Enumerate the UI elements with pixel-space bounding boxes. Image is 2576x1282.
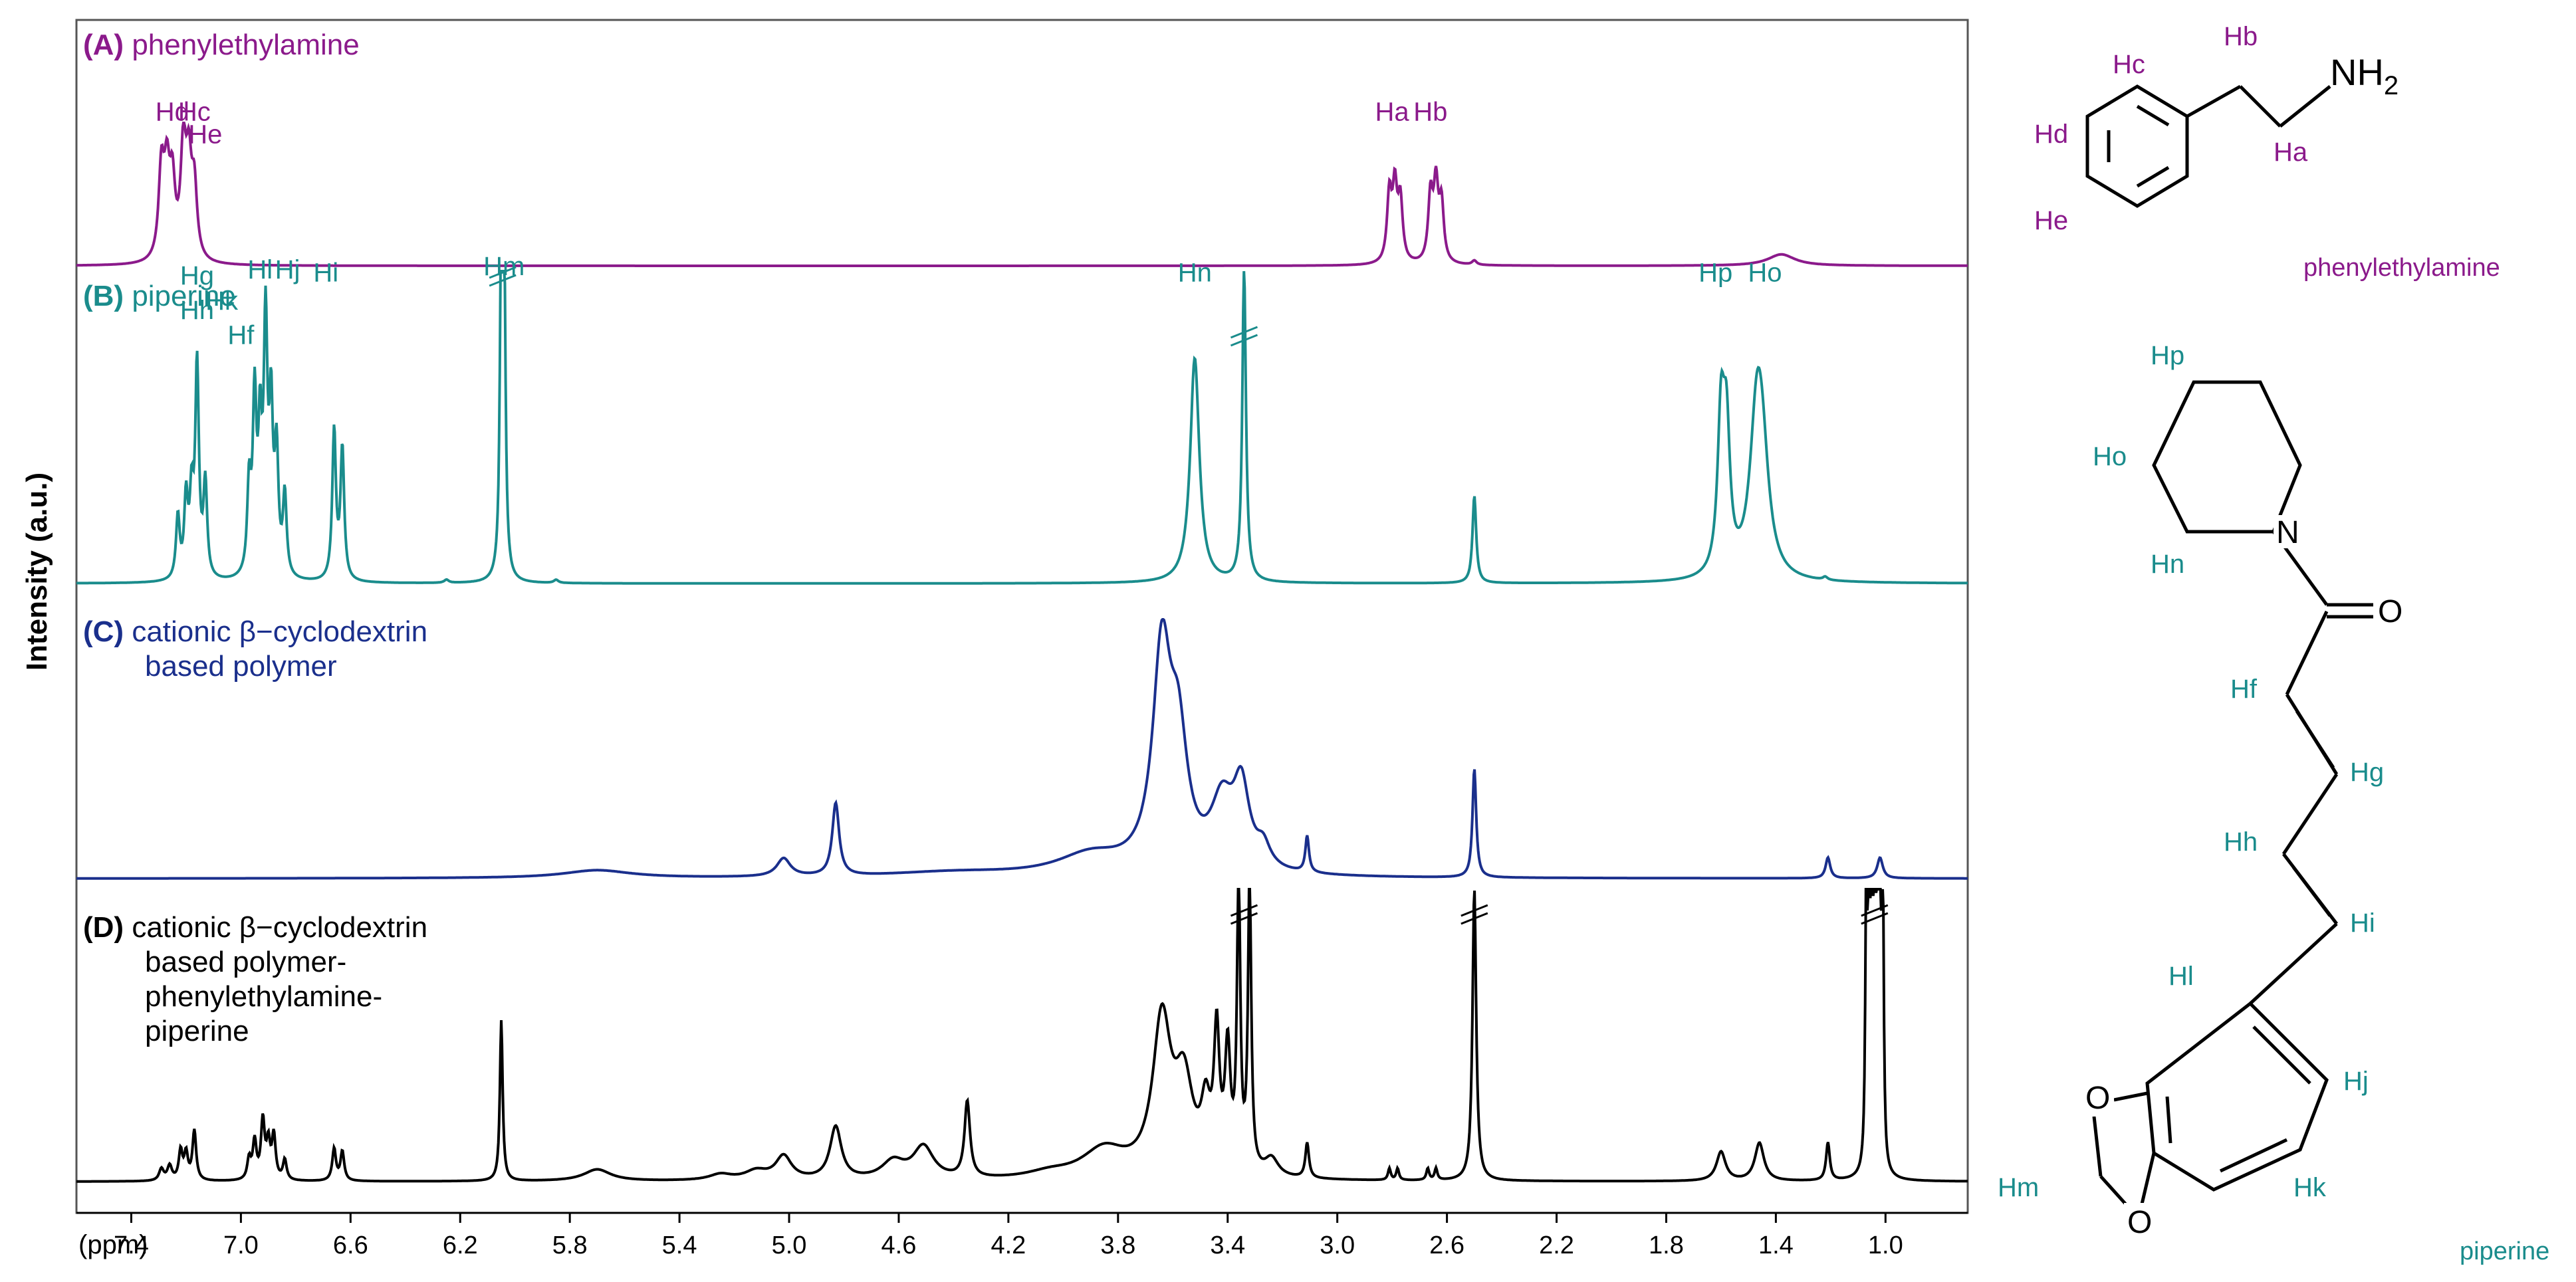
x-tick-label: 1.0: [1868, 1231, 1903, 1259]
atom-o-1: O: [2085, 1081, 2110, 1116]
x-tick-label: 6.6: [333, 1231, 368, 1259]
struct-label-hj: Hj: [2343, 1067, 2369, 1096]
peak-label: Hc: [178, 97, 211, 126]
struct-label-hb: Hb: [2224, 22, 2258, 51]
struct-label-hn: Hn: [2151, 550, 2184, 579]
axis-break-mark: [1230, 326, 1258, 339]
piperidine-ring: [2152, 380, 2302, 534]
x-ticks: 7.4 7.0 6.6 6.2 5.8 5.4 5.0 4.6 4.2 3.8 3.4 3.0 2.6 2…: [114, 1213, 1903, 1259]
phenylethylamine-structure: [2085, 84, 2331, 208]
peak-label: Ha: [1375, 97, 1410, 126]
peak-label: He: [188, 120, 222, 150]
struct-label-hd: Hd: [2034, 120, 2068, 149]
struct-label-hh: Hh: [2224, 827, 2258, 857]
series-name-c: (C) cationic β−cyclodextrin: [83, 615, 427, 648]
peak-label: Hn: [1178, 259, 1212, 288]
spectrum-a: [76, 122, 1968, 267]
benzodioxole-ring: [2145, 1001, 2329, 1192]
series-name-d: (D) cationic β−cyclodextrin: [83, 911, 427, 944]
x-tick-label: 2.2: [1539, 1231, 1574, 1259]
peak-label: Hd: [156, 97, 189, 126]
x-tick-label: 2.6: [1429, 1231, 1464, 1259]
x-tick-label: 1.8: [1649, 1231, 1684, 1259]
x-tick-label: 7.4: [114, 1231, 149, 1259]
peak-label: Hj: [275, 255, 300, 284]
x-tick-label: 5.0: [772, 1231, 807, 1259]
series-name-b: (B) piperine: [83, 280, 236, 312]
struct-label-hk: Hk: [2293, 1173, 2327, 1202]
amine-group: NH2: [2330, 51, 2399, 100]
piperine-structure: [2145, 380, 2373, 1192]
atom-n: N: [2276, 515, 2299, 550]
x-tick-label: 5.8: [552, 1231, 588, 1259]
axis-break-mark: [489, 274, 517, 287]
structure-name-phenylethylamine: phenylethylamine: [2303, 254, 2500, 282]
struct-label-hm: Hm: [1998, 1173, 2039, 1202]
series-name-d-line2: based polymer-: [145, 946, 346, 978]
struct-label-hi: Hi: [2350, 908, 2375, 938]
peak-label: Hh: [180, 296, 214, 325]
struct-label-hc: Hc: [2113, 50, 2145, 79]
peak-label: Hl: [247, 255, 273, 284]
benzene-ring: [2085, 84, 2189, 208]
x-axis-label: (ppm): [78, 1230, 148, 1259]
spectrum-b: [76, 270, 1968, 585]
x-tick-label: 1.4: [1758, 1231, 1794, 1259]
axis-break-mark: [489, 266, 517, 279]
peak-label: Hg: [180, 261, 214, 290]
axis-break-mark: [1230, 334, 1258, 347]
series-name-a: (A) phenylethylamine: [83, 29, 360, 61]
series-name-d-line4: piperine: [145, 1015, 249, 1047]
struct-label-hl: Hl: [2168, 962, 2194, 991]
spectrum-d: [76, 888, 1968, 1183]
peak-label: Ho: [1748, 259, 1782, 288]
peak-label: Hp: [1698, 259, 1732, 288]
piperine-labels: Hp Ho Hn Hf Hg Hh Hi Hl Hj Hk Hm piperin…: [1998, 341, 2549, 1265]
axis-break-mark: [1461, 912, 1488, 925]
spectrum-c: [76, 618, 1968, 880]
series-name-c-line2: based polymer: [145, 650, 337, 683]
peak-label: Hi: [313, 259, 338, 288]
axis-break-mark: [1230, 912, 1258, 925]
atom-o-carbonyl: O: [2378, 594, 2402, 629]
axis-break-mark: [1461, 904, 1488, 917]
struct-label-ho: Ho: [2093, 442, 2127, 471]
peak-label: Hk: [205, 286, 239, 316]
axis-break-mark: [1861, 904, 1889, 917]
x-tick-label: 7.0: [223, 1231, 259, 1259]
x-tick-label: 4.6: [881, 1231, 917, 1259]
x-tick-label: 3.0: [1320, 1231, 1355, 1259]
series-names: (A) phenylethylamine (B) piperine (C) cati…: [83, 29, 427, 1047]
x-tick-label: 3.4: [1210, 1231, 1245, 1259]
x-tick-label: 4.2: [991, 1231, 1026, 1259]
axis-break-mark: [1230, 904, 1258, 917]
x-tick-label: 5.4: [662, 1231, 697, 1259]
piperine-atoms: N O O O: [2081, 515, 2402, 1240]
series-name-d-line3: phenylethylamine-: [145, 980, 382, 1013]
atom-o-2: O: [2127, 1205, 2152, 1240]
peak-label: Hb: [1413, 97, 1447, 126]
axis-break-mark: [1861, 912, 1889, 925]
ethyl-chain: [2186, 84, 2242, 118]
phenylethylamine-labels: Hc Hd He Hb Ha phenylethylamine: [2034, 22, 2500, 282]
peak-label: Hf: [227, 321, 255, 350]
struct-label-hg: Hg: [2350, 758, 2384, 787]
x-tick-label: 3.8: [1100, 1231, 1135, 1259]
structure-name-piperine: piperine: [2460, 1237, 2549, 1265]
x-tick-label: 6.2: [443, 1231, 478, 1259]
struct-label-hf: Hf: [2230, 675, 2258, 704]
peak-label: Hm: [483, 252, 525, 281]
struct-label-hp: Hp: [2151, 341, 2184, 370]
struct-label-ha: Ha: [2274, 138, 2308, 167]
struct-label-he: He: [2034, 206, 2068, 235]
y-axis-label: Intensity (a.u.): [21, 473, 53, 671]
